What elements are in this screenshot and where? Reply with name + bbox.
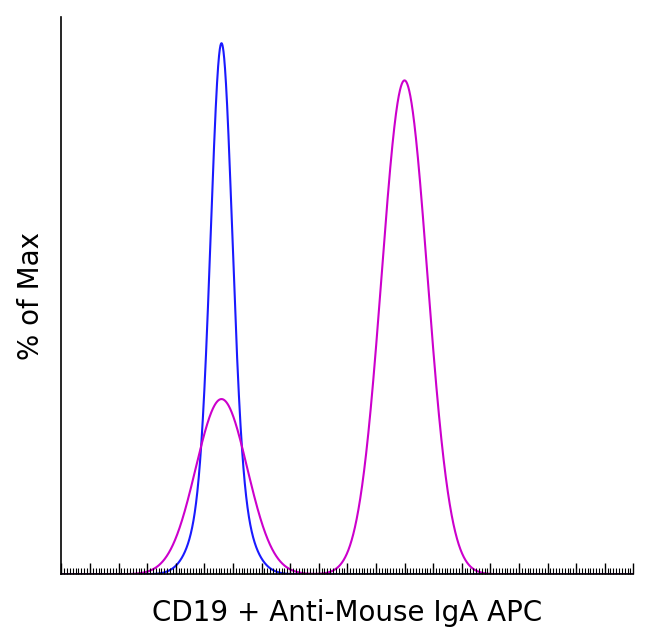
Y-axis label: % of Max: % of Max [17, 231, 45, 359]
X-axis label: CD19 + Anti-Mouse IgA APC: CD19 + Anti-Mouse IgA APC [152, 600, 543, 627]
